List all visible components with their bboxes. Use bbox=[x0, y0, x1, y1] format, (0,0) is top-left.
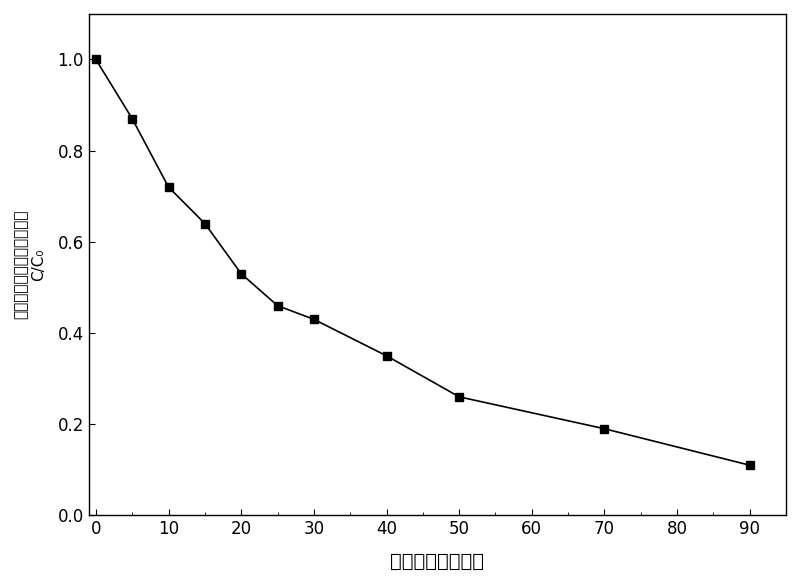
Y-axis label: （当前浓度与初始浓度比）
C/C₀: （当前浓度与初始浓度比） C/C₀ bbox=[14, 210, 46, 319]
X-axis label: 反应时间（分钟）: 反应时间（分钟） bbox=[390, 552, 484, 571]
